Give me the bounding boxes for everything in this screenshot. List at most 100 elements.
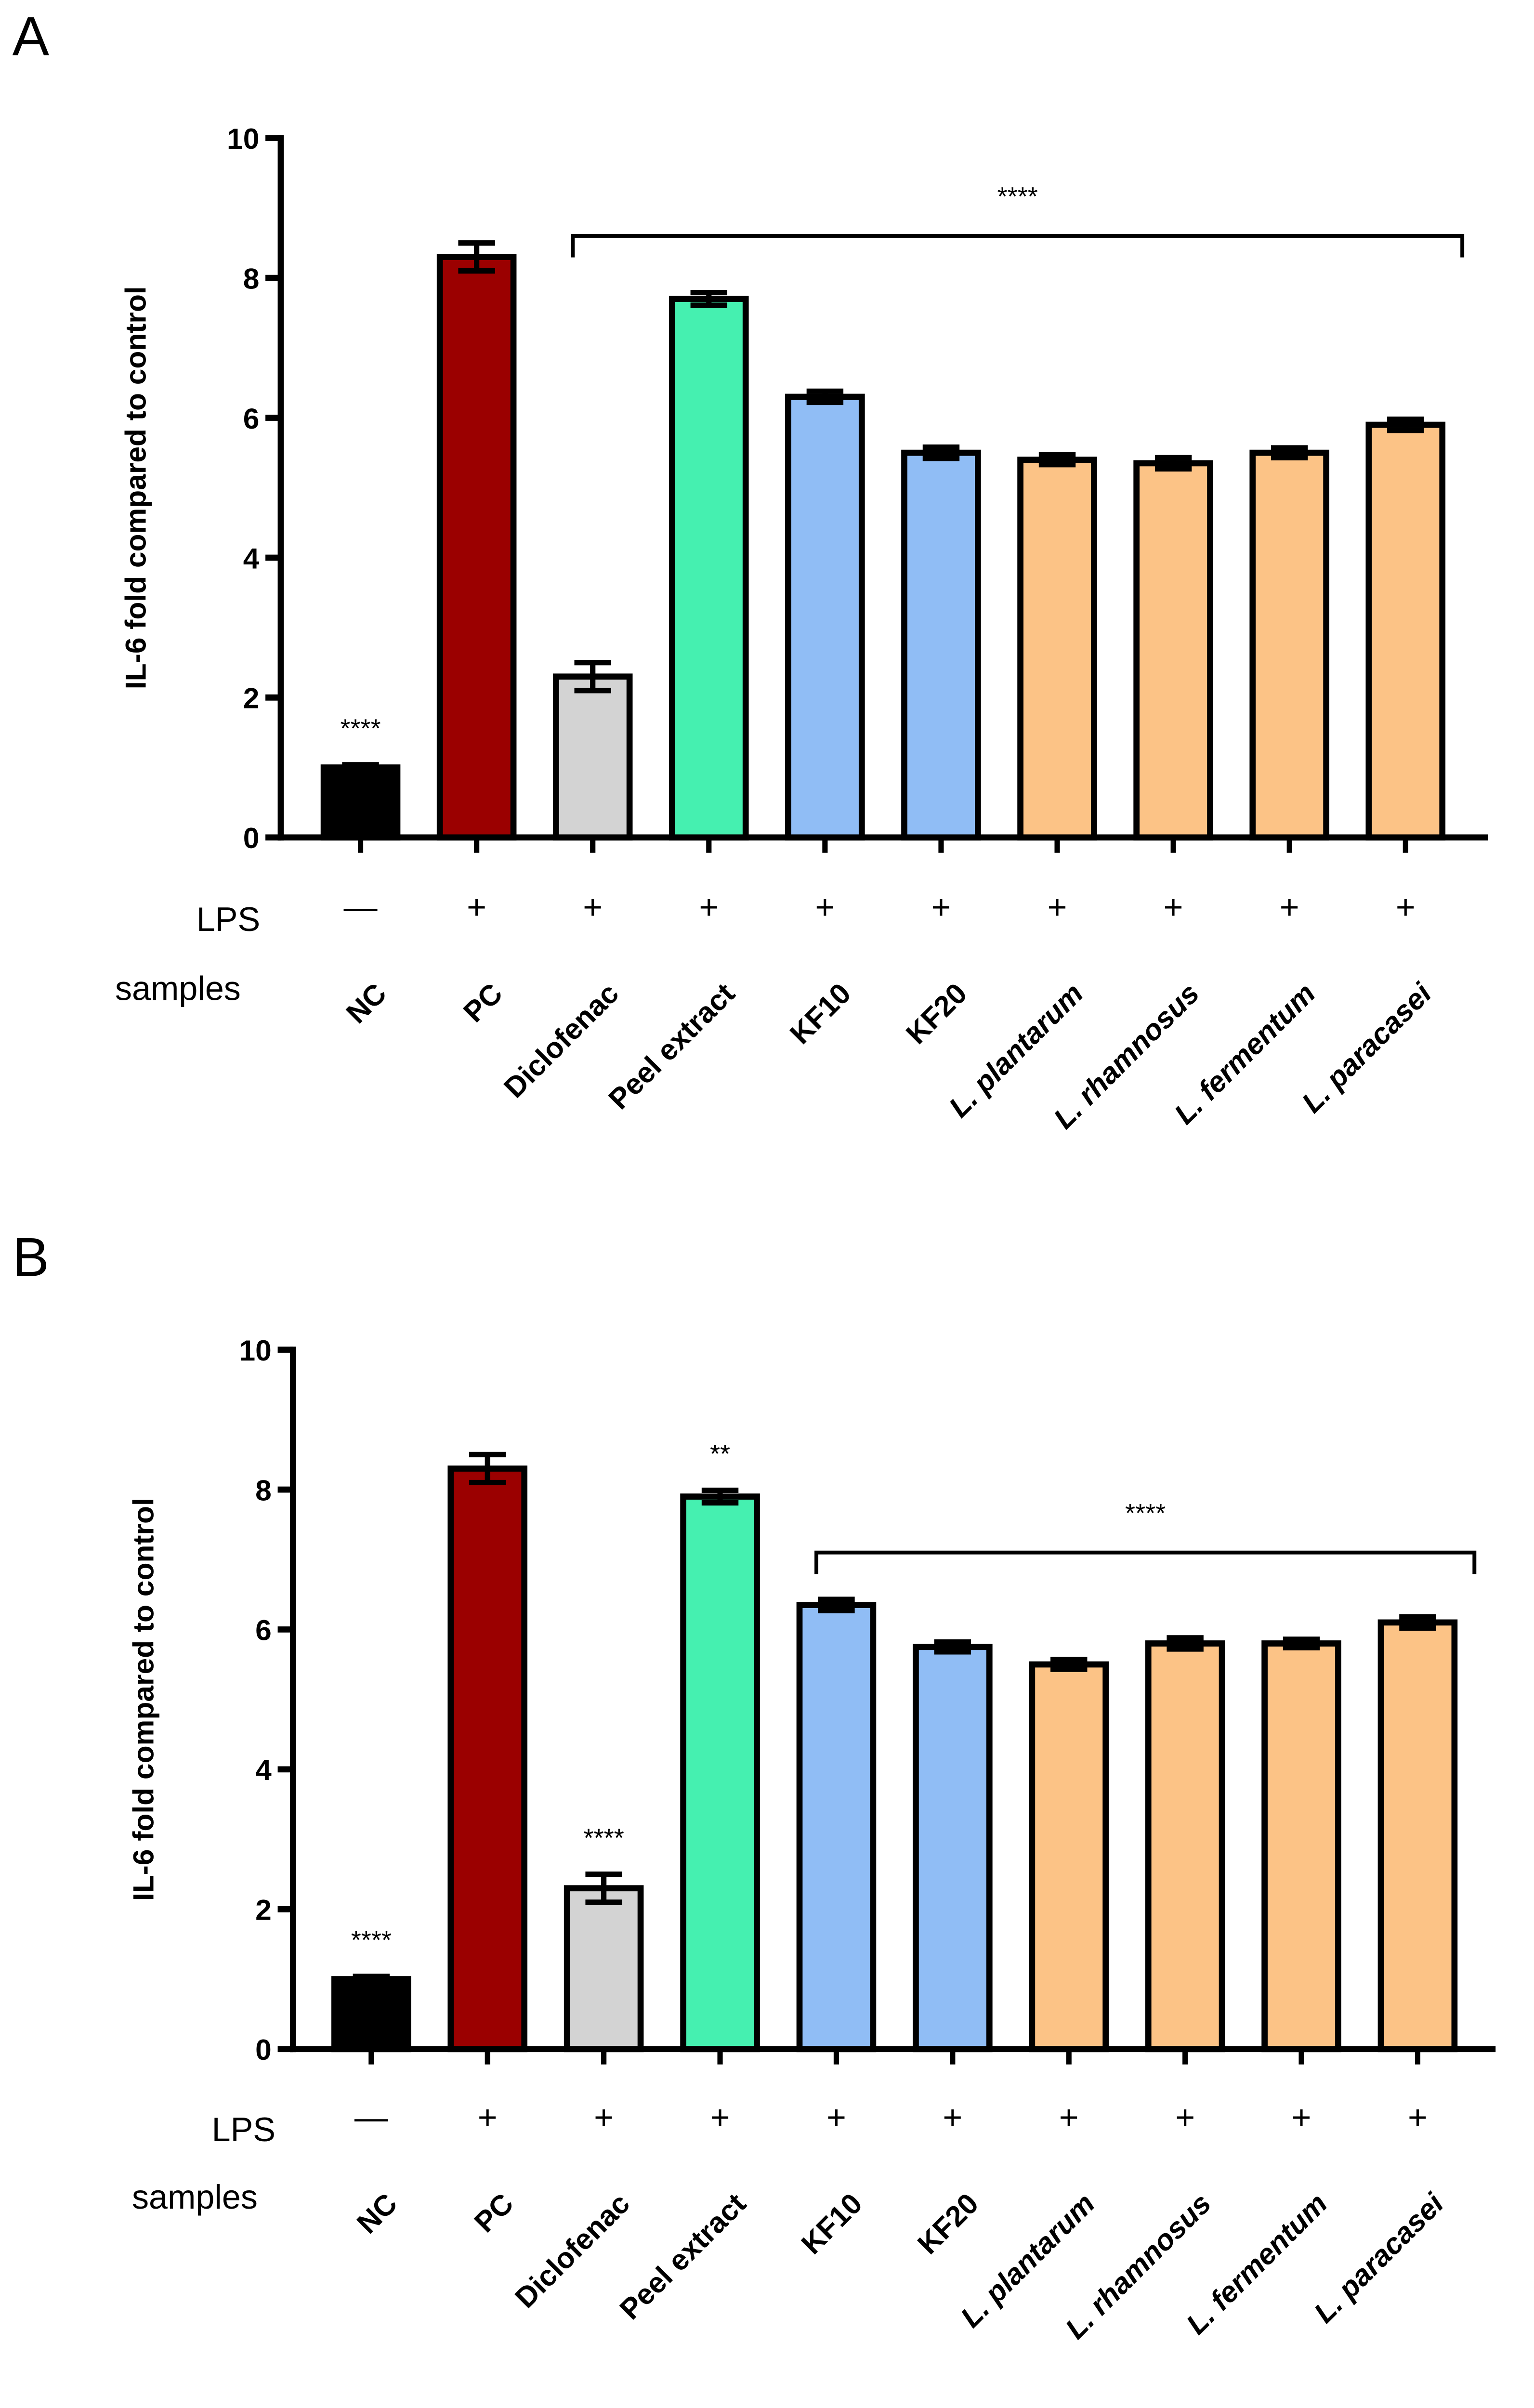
lps-mark-0: — [344,889,378,926]
error-bar-1 [458,240,495,274]
lps-row-label: LPS [212,2111,275,2148]
error-bar-3 [690,289,728,308]
category-label-1: PC [468,2187,520,2239]
bar-3 [669,296,749,841]
bar-6 [1017,457,1097,841]
significance-bracket [814,1550,1477,1574]
lps-mark-1: + [467,889,486,926]
bar-4 [785,393,865,841]
bracket-significance-label: **** [1125,1499,1166,1528]
y-tick-label-5: 10 [227,122,259,155]
lps-mark-5: + [943,2098,962,2136]
significance-label-0: **** [340,714,380,743]
bar-8 [1261,1640,1341,2053]
bar-3 [680,1493,760,2053]
y-tick-label-4: 8 [243,262,260,295]
lps-mark-0: — [354,2098,389,2136]
y-tick-label-2: 4 [255,1754,272,1786]
lps-mark-3: + [699,889,719,926]
bar-6 [1029,1661,1109,2053]
error-bar-7 [1167,1635,1204,1652]
error-bar-5 [934,1639,971,1655]
error-bar-5 [922,444,960,461]
panel-label: A [13,6,50,67]
category-label-4: KF10 [784,977,857,1050]
error-bar-4 [818,1597,855,1613]
error-bar-9 [1399,1614,1436,1631]
panel-label: B [13,1227,49,1288]
y-tick-label-5: 10 [239,1334,272,1367]
error-bar-3 [701,1487,739,1506]
lps-mark-4: + [826,2098,846,2136]
bar-1 [436,254,517,841]
lps-mark-8: + [1280,889,1299,926]
lps-mark-1: + [478,2098,498,2136]
error-bar-2 [574,660,611,694]
error-bar-8 [1271,445,1308,460]
bar-2 [552,673,633,841]
significance-label-3: ** [710,1440,730,1468]
error-bar-7 [1154,455,1192,472]
lps-mark-2: + [594,2098,614,2136]
panel-a: A IL-6 fold compared to control — NC + PC + Dic… [13,6,1488,1135]
error-bar-2 [585,1871,622,1905]
samples-row-label: samples [115,969,241,1007]
lps-mark-2: + [583,889,603,926]
category-label-2: Diclofenac [498,977,625,1104]
significance-label-0: **** [351,1925,392,1954]
category-label-0: NC [340,977,393,1030]
error-bar-6 [1050,1657,1088,1672]
bar-5 [913,1644,993,2053]
y-tick-label-3: 6 [243,402,260,435]
error-bar-8 [1283,1636,1320,1650]
bar-8 [1249,449,1330,841]
y-tick-label-1: 2 [255,1894,272,1926]
lps-mark-9: + [1408,2098,1428,2136]
bracket-significance-label: **** [997,182,1038,211]
error-bar-9 [1387,416,1424,433]
y-axis-title: IL-6 fold compared to control [119,286,152,689]
bar-9 [1377,1619,1458,2053]
significance-label-2: **** [584,1823,624,1852]
lps-mark-4: + [815,889,835,926]
lps-mark-6: + [1059,2098,1079,2136]
category-label-5: KF20 [911,2187,985,2261]
bar-2 [564,1885,644,2053]
category-label-4: KF10 [795,2187,868,2261]
error-bar-6 [1038,452,1076,468]
bar-5 [901,449,981,841]
y-tick-label-3: 6 [255,1614,272,1647]
lps-mark-9: + [1396,889,1416,926]
category-label-3: Peel extract [613,2187,752,2326]
error-bar-0 [342,762,379,773]
bar-7 [1145,1640,1225,2053]
category-label-2: Diclofenac [509,2187,636,2314]
category-label-0: NC [350,2187,403,2240]
lps-mark-5: + [931,889,951,926]
lps-mark-3: + [710,2098,730,2136]
significance-bracket [571,234,1465,258]
error-bar-0 [353,1974,390,1985]
bar-4 [796,1602,877,2053]
y-tick-label-0: 0 [243,822,260,854]
y-tick-label-4: 8 [255,1474,272,1506]
lps-row-label: LPS [197,901,260,938]
bar-1 [447,1466,528,2053]
error-bar-1 [469,1452,506,1486]
category-label-1: PC [457,977,509,1029]
y-tick-label-2: 4 [243,542,260,575]
panel-b: B IL-6 fold compared to control — NC + PC + Dic… [13,1227,1496,2345]
y-tick-label-1: 2 [243,682,260,715]
bar-0 [320,764,401,841]
lps-mark-8: + [1292,2098,1311,2136]
lps-mark-6: + [1048,889,1067,926]
bar-7 [1133,460,1213,841]
lps-mark-7: + [1164,889,1183,926]
error-bar-4 [806,388,844,406]
bar-0 [331,1976,411,2053]
category-label-5: KF20 [900,977,973,1050]
y-tick-label-0: 0 [255,2033,272,2066]
y-axis-title: IL-6 fold compared to control [127,1498,160,1901]
lps-mark-7: + [1175,2098,1195,2136]
